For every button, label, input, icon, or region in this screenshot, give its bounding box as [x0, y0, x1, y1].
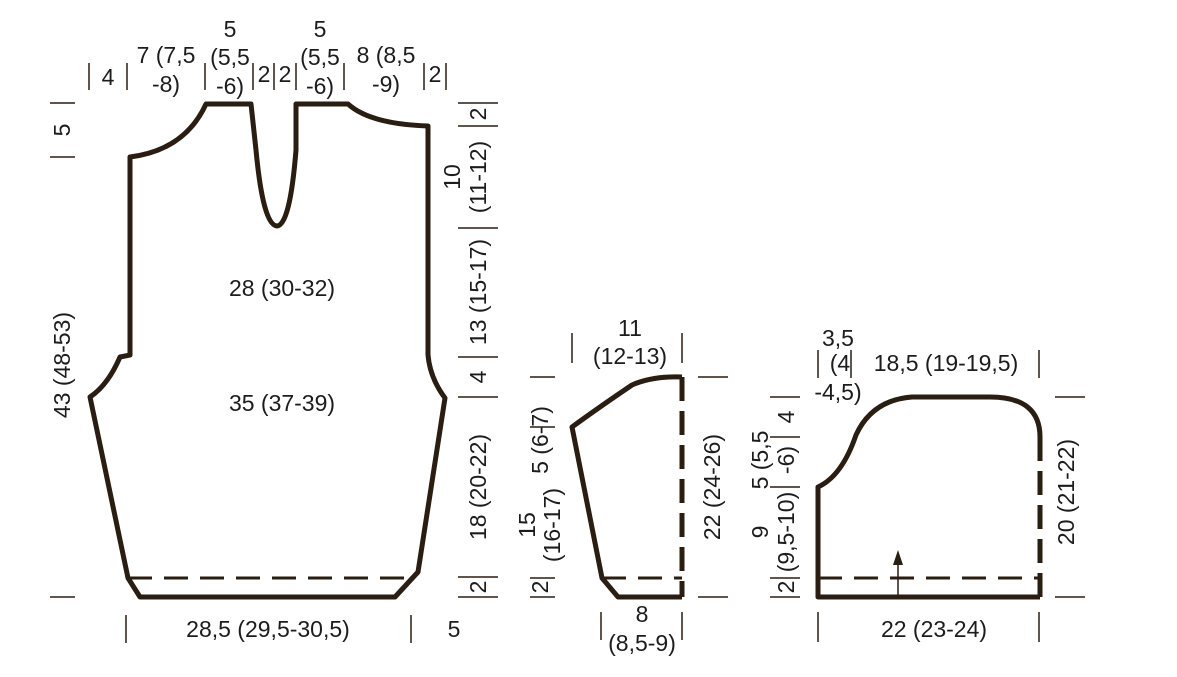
- sleeve-bottom-width-line-1: 8: [636, 601, 649, 627]
- back-shoulder-height-label: 4: [773, 410, 799, 423]
- shoulder-right-label: 2: [429, 61, 442, 87]
- body-side-label: 18 (20-22): [465, 434, 491, 540]
- grain-arrow-icon: [893, 550, 903, 565]
- neck-left-line-2: (5,5: [210, 44, 250, 70]
- sleeve-bottom-width-line-2: (8,5-9): [608, 630, 676, 656]
- back-right-height-label: 20 (21-22): [1053, 439, 1079, 545]
- back-lower-height-line-1: 9: [747, 526, 773, 539]
- sleeve-length-right-label: 22 (24-26): [699, 434, 725, 540]
- sleeve-cap-slope-label: 5 (6-7): [527, 406, 553, 474]
- armhole-lower-label: 4: [465, 370, 491, 383]
- shoulder-width-label: 4: [102, 64, 115, 90]
- back-corner-line-3: -4,5): [814, 379, 861, 405]
- back-curve-height-line-2: -6): [773, 446, 799, 474]
- body-piece: 4 7 (7,5 -8) 5 (5,5 -6) 2 2 5 (5,5 -6) 8…: [49, 16, 498, 643]
- shoulder-slope-line-1: 7 (7,5: [137, 42, 196, 68]
- body-outline: [87, 101, 448, 600]
- shoulder-slope-line-2: -8): [152, 71, 180, 97]
- sleeve-top-width-line-1: 11: [618, 315, 642, 341]
- back-piece: 3,5 (4 -4,5) 18,5 (19-19,5) 4 5 (5,5 -6)…: [747, 325, 1085, 642]
- back-curve-height-line-1: 5 (5,5: [747, 431, 773, 490]
- back-corner-line-1: 3,5: [822, 325, 854, 351]
- sleeve-piece: 11 (12-13) 5 (6-7) 15 (16-17) 2 22 (24-2…: [514, 315, 728, 656]
- back-hem-label: 2: [773, 581, 799, 594]
- sleeve-length-left-line-2: (16-17): [539, 488, 565, 562]
- sleeve-top-width-line-2: (12-13): [593, 343, 667, 369]
- back-bottom-width-label: 22 (23-24): [881, 616, 987, 642]
- neck-right-line-1: 5: [314, 16, 327, 42]
- body-bottom-width-label: 28,5 (29,5-30,5): [186, 616, 350, 642]
- back-top-width-label: 18,5 (19-19,5): [874, 350, 1018, 376]
- neck-depth-line-1: 10: [439, 164, 465, 190]
- sleeve-length-left-line-1: 15: [514, 512, 540, 538]
- back-corner-line-2: (4: [830, 350, 851, 376]
- back-lower-height-line-2: (9,5-10): [773, 492, 799, 573]
- shoulder-slope-right-line-2: -9): [372, 71, 400, 97]
- body-top-ticks: [88, 63, 447, 90]
- back-outline: [815, 394, 1043, 600]
- shoulder-drop-label: 5: [49, 124, 75, 137]
- body-lower-width-label: 35 (37-39): [229, 390, 335, 416]
- right-top-edge-label: 2: [465, 108, 491, 121]
- armhole-upper-label: 13 (15-17): [465, 239, 491, 345]
- body-hem-label: 2: [465, 581, 491, 594]
- sleeve-hem-left-label: 2: [527, 581, 553, 594]
- body-total-height-label: 43 (48-53): [49, 312, 75, 418]
- neck-left-line-3: -6): [216, 73, 244, 99]
- body-border-label: 5: [448, 616, 461, 642]
- body-upper-width-label: 28 (30-32): [229, 275, 335, 301]
- neck-depth-line-2: (11-12): [465, 141, 491, 213]
- front-gap-b-label: 2: [279, 61, 292, 87]
- neck-left-line-1: 5: [224, 16, 237, 42]
- shoulder-slope-right-line-1: 8 (8,5: [357, 42, 416, 68]
- body-right-ticks: [458, 102, 498, 598]
- sleeve-outline: [569, 374, 683, 600]
- neck-right-line-2: (5,5: [300, 44, 340, 70]
- front-gap-a-label: 2: [258, 61, 271, 87]
- neck-right-line-3: -6): [306, 73, 334, 99]
